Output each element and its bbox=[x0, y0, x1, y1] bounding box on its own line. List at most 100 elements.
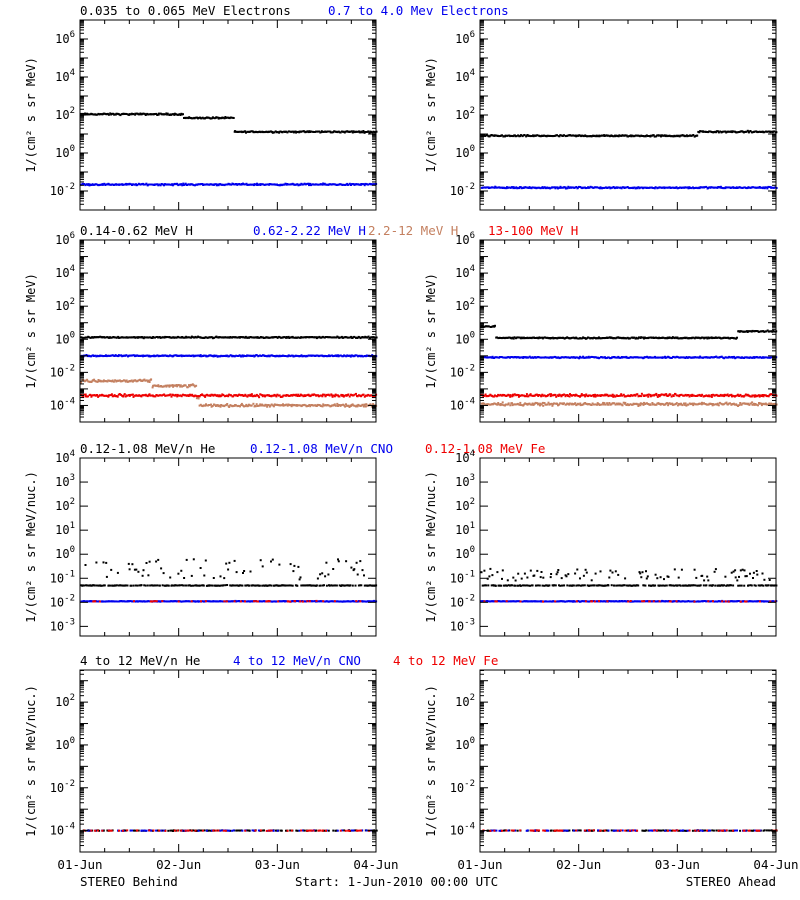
data-point bbox=[147, 336, 150, 339]
data-point bbox=[515, 135, 518, 138]
data-point bbox=[132, 395, 135, 398]
data-point bbox=[352, 355, 355, 358]
data-point bbox=[202, 584, 205, 587]
data-point bbox=[546, 336, 549, 339]
data-point bbox=[491, 134, 494, 137]
data-point bbox=[227, 336, 230, 339]
data-point bbox=[698, 356, 701, 359]
data-point bbox=[709, 130, 712, 133]
data-point bbox=[250, 394, 252, 397]
data-point bbox=[519, 394, 522, 397]
data-point bbox=[98, 394, 101, 397]
data-point bbox=[571, 402, 574, 405]
data-point bbox=[339, 354, 342, 357]
data-point bbox=[199, 403, 202, 406]
data-point bbox=[528, 394, 531, 397]
y-axis-label: 1/(cm² s sr MeV) bbox=[424, 273, 438, 389]
data-point bbox=[586, 135, 589, 138]
data-point bbox=[651, 394, 653, 397]
data-point bbox=[333, 403, 336, 406]
data-point bbox=[241, 131, 244, 134]
data-point bbox=[226, 584, 229, 586]
data-point bbox=[315, 354, 318, 357]
data-point bbox=[658, 186, 661, 189]
data-point bbox=[154, 183, 157, 186]
data-point bbox=[228, 355, 231, 358]
data-point bbox=[109, 336, 112, 339]
data-point bbox=[247, 600, 250, 603]
data-point bbox=[520, 404, 523, 407]
data-point bbox=[334, 584, 337, 587]
data-point bbox=[584, 135, 587, 137]
data-point bbox=[200, 355, 203, 358]
data-point bbox=[695, 186, 698, 189]
data-point bbox=[88, 355, 91, 358]
data-point bbox=[176, 584, 179, 587]
data-point bbox=[596, 403, 598, 406]
data-point bbox=[561, 134, 564, 137]
data-point bbox=[563, 186, 566, 189]
data-point bbox=[201, 405, 204, 408]
data-point bbox=[745, 402, 748, 405]
data-point bbox=[580, 394, 582, 397]
y-tick-label: 10-2 bbox=[450, 363, 475, 379]
data-point bbox=[764, 186, 767, 189]
data-point bbox=[204, 404, 206, 407]
data-point bbox=[622, 393, 625, 396]
data-point bbox=[665, 134, 668, 137]
data-point bbox=[323, 336, 326, 339]
y-tick-label: 106 bbox=[455, 231, 475, 247]
data-point bbox=[167, 394, 170, 397]
data-point bbox=[212, 394, 215, 397]
data-point bbox=[592, 186, 595, 189]
data-point bbox=[144, 354, 147, 357]
data-point bbox=[246, 354, 249, 357]
data-point bbox=[333, 183, 335, 186]
data-point bbox=[633, 403, 636, 406]
data-point bbox=[748, 403, 751, 406]
data-point bbox=[716, 402, 719, 405]
data-point bbox=[692, 404, 695, 407]
data-point bbox=[299, 355, 302, 357]
data-point bbox=[360, 130, 363, 133]
data-point bbox=[292, 570, 295, 573]
data-point bbox=[234, 404, 237, 407]
data-point bbox=[269, 354, 272, 357]
data-point bbox=[498, 135, 501, 138]
data-point bbox=[694, 134, 697, 137]
data-point bbox=[653, 336, 656, 339]
data-point bbox=[228, 561, 231, 564]
data-point bbox=[182, 393, 184, 396]
data-point bbox=[226, 403, 229, 405]
data-point bbox=[621, 186, 624, 189]
data-point bbox=[575, 356, 578, 359]
data-point bbox=[352, 394, 355, 397]
data-point bbox=[680, 393, 683, 396]
data-point bbox=[102, 379, 105, 382]
data-point bbox=[735, 356, 738, 359]
data-point bbox=[245, 182, 248, 185]
data-point bbox=[93, 584, 96, 587]
data-point bbox=[123, 393, 126, 396]
data-point bbox=[350, 566, 353, 569]
data-point bbox=[159, 394, 162, 397]
data-point bbox=[687, 134, 690, 137]
data-point bbox=[137, 379, 140, 382]
data-point bbox=[244, 584, 247, 587]
data-point bbox=[726, 403, 729, 406]
data-point bbox=[542, 394, 545, 397]
data-point bbox=[756, 330, 759, 333]
data-point bbox=[150, 355, 153, 358]
data-point bbox=[203, 394, 205, 397]
data-point bbox=[557, 404, 559, 407]
data-point bbox=[126, 380, 129, 383]
data-point bbox=[261, 584, 264, 587]
data-point bbox=[723, 393, 726, 396]
data-point bbox=[91, 336, 94, 339]
data-point bbox=[696, 134, 699, 137]
data-point bbox=[146, 354, 149, 357]
data-point bbox=[153, 354, 155, 357]
data-point bbox=[94, 183, 97, 186]
data-point bbox=[286, 336, 289, 339]
